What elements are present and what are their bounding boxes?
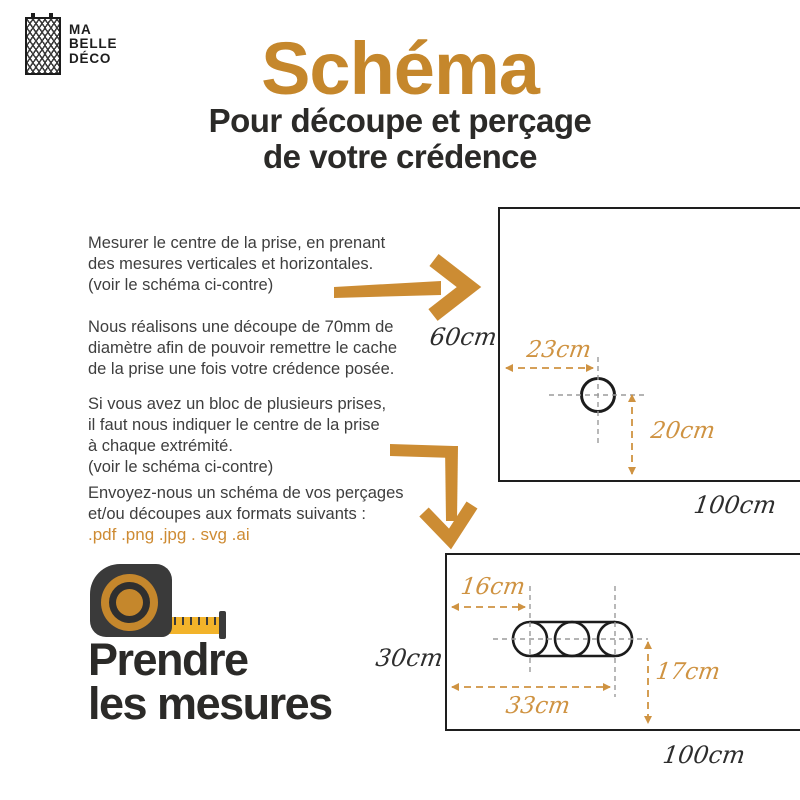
top-panel-vertical-measure-label: 20cm <box>649 418 717 444</box>
page-title: Schéma <box>261 27 540 110</box>
top-panel-height-label: 60cm <box>428 323 499 351</box>
tape-measure-reel-center <box>116 589 143 616</box>
logo-pattern-icon <box>25 13 61 75</box>
instruction-send-schema: Envoyez-nous un schéma de vos perçages e… <box>88 484 404 523</box>
top-panel-horizontal-measure-label: 23cm <box>525 337 593 363</box>
bottom-panel-first-hole-label: 16cm <box>459 574 527 600</box>
bottom-panel-width-label: 100cm <box>661 741 747 769</box>
instruction-cutout-70mm: Nous réalisons une découpe de 70mm de di… <box>88 318 398 378</box>
instruction-measure-center: Mesurer le centre de la prise, en prenan… <box>88 234 386 294</box>
tape-measure-ticks <box>168 617 218 625</box>
logo-text: MA BELLE DÉCO <box>69 22 118 66</box>
footer-caption: Prendre les mesures <box>88 634 333 729</box>
tape-measure-clip <box>219 611 226 639</box>
diagram-single-socket-panel <box>498 207 800 482</box>
page-subtitle: Pour découpe et perçage de votre crédenc… <box>208 102 592 175</box>
file-formats-list: .pdf .png .jpg . svg .ai <box>88 525 250 544</box>
bottom-panel-vertical-measure-label: 17cm <box>654 659 722 685</box>
top-panel-width-label: 100cm <box>692 491 778 519</box>
instruction-multi-socket: Si vous avez un bloc de plusieurs prises… <box>88 395 387 476</box>
bottom-panel-last-hole-label: 33cm <box>504 693 572 719</box>
brand-logo: MA BELLE DÉCO <box>25 13 118 75</box>
